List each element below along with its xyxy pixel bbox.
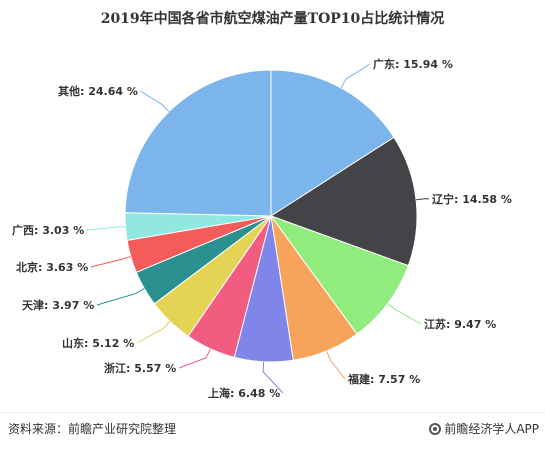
slice-label-10: 广西: 3.03 % bbox=[12, 223, 84, 237]
slice-label-5: 上海: 6.48 % bbox=[208, 386, 280, 400]
footer-divider bbox=[0, 412, 545, 413]
brand-name: 前瞻经济学人APP bbox=[444, 422, 539, 436]
slice-label-3: 江苏: 9.47 % bbox=[424, 317, 496, 331]
brand-logo-icon bbox=[429, 422, 442, 435]
slice-label-4: 福建: 7.57 % bbox=[347, 372, 420, 386]
slice-label-8: 天津: 3.97 % bbox=[22, 298, 94, 312]
label-connector-7 bbox=[136, 321, 171, 344]
slice-label-1: 广东: 15.94 % bbox=[373, 57, 453, 71]
pie-slice-2[interactable] bbox=[269, 136, 418, 267]
label-connector-6 bbox=[178, 348, 211, 369]
label-connector-3 bbox=[387, 303, 422, 325]
label-connector-9 bbox=[90, 256, 131, 268]
chart-title: 2019年中国各省市航空煤油产量TOP10占比统计情况 bbox=[100, 11, 445, 27]
pie-slice-11[interactable] bbox=[124, 69, 272, 217]
pie-slice-3[interactable] bbox=[269, 214, 409, 335]
pie-slices bbox=[124, 69, 418, 363]
label-connector-11 bbox=[139, 90, 170, 112]
label-connector-10 bbox=[86, 226, 126, 231]
label-connector-5 bbox=[262, 361, 284, 394]
slice-label-9: 北京: 3.63 % bbox=[16, 260, 88, 274]
source-note: 资料来源：前瞻产业研究院整理 bbox=[8, 422, 177, 436]
slice-label-6: 浙江: 5.57 % bbox=[104, 361, 176, 375]
slice-label-7: 山东: 5.12 % bbox=[62, 336, 134, 350]
pie-slice-1[interactable] bbox=[270, 69, 395, 217]
slice-label-2: 辽宁: 14.58 % bbox=[432, 192, 512, 206]
label-connector-2 bbox=[416, 198, 430, 201]
slice-label-11: 其他: 24.64 % bbox=[58, 84, 138, 98]
label-connector-4 bbox=[326, 350, 346, 380]
pie-labels: 广东: 15.94 % 辽宁: 14.58 % 江苏: 9.47 % 福建: 7.57… bbox=[12, 57, 512, 400]
label-connector-8 bbox=[96, 288, 145, 306]
label-connector-1 bbox=[340, 63, 371, 89]
brand-credit: 前瞻经济学人APP bbox=[429, 420, 539, 437]
